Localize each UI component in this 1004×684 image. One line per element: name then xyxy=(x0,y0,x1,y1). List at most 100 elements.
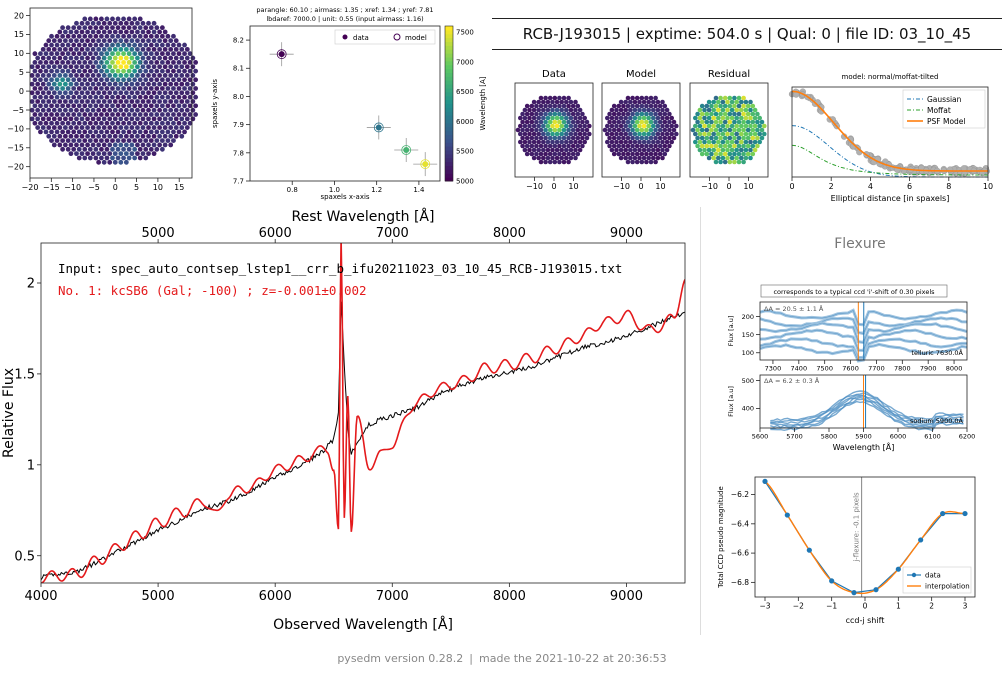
psf-spaxel xyxy=(570,143,576,149)
spaxel xyxy=(71,138,77,144)
spaxel xyxy=(107,73,113,78)
spaxel xyxy=(137,25,143,31)
spaxel xyxy=(193,60,199,65)
psf-spaxel xyxy=(734,155,739,161)
psf-spaxel xyxy=(616,127,622,133)
psf-spaxel xyxy=(706,115,712,121)
psf-spaxel xyxy=(739,123,744,129)
ifu-axes xyxy=(29,7,193,179)
psf-spaxel xyxy=(531,139,537,145)
psf-spaxel xyxy=(550,139,555,145)
psf-spaxel xyxy=(736,127,742,133)
psf-spaxel xyxy=(732,135,737,141)
ifu-y-tick-label: 10 xyxy=(14,49,24,58)
psf-spaxel xyxy=(552,103,558,109)
spaxel xyxy=(99,155,104,161)
spaxel xyxy=(62,38,68,44)
spaxel xyxy=(182,68,187,74)
spaxel xyxy=(171,68,176,74)
spaxel xyxy=(32,112,38,117)
spaxel xyxy=(140,142,146,148)
spaxel xyxy=(159,120,165,126)
spaxel xyxy=(110,16,115,22)
spaxel xyxy=(171,138,176,144)
spaxel xyxy=(74,81,79,87)
psf-spaxel xyxy=(545,115,551,121)
spaxel xyxy=(60,86,66,91)
psf-spaxel xyxy=(625,95,631,101)
spaxel xyxy=(99,112,104,117)
spaxel xyxy=(43,42,49,48)
psf-spaxel xyxy=(632,147,638,153)
spaxel xyxy=(187,68,193,74)
spectrum-top-x-tick-label: 6000 xyxy=(259,226,292,241)
psf-spaxel xyxy=(709,135,714,141)
psf-spaxel xyxy=(695,127,700,133)
spaxel xyxy=(187,51,193,57)
spaxel xyxy=(96,125,102,130)
adr-legend xyxy=(334,29,436,45)
spaxel xyxy=(57,81,63,87)
spaxel xyxy=(79,125,85,130)
psf-spaxel xyxy=(662,127,668,133)
spaxel xyxy=(140,133,146,139)
spaxel xyxy=(57,125,63,130)
psf-spaxel xyxy=(522,139,528,145)
spaxel xyxy=(171,112,176,117)
psf-spaxel xyxy=(745,111,751,117)
psf-profile-legend-label: PSF Model xyxy=(927,117,966,126)
spaxel xyxy=(110,25,115,31)
spectrum-y-tick-label: 1 xyxy=(27,458,35,473)
psf-spaxel xyxy=(725,99,730,105)
psf-spaxel xyxy=(651,131,656,137)
psf-spaxel xyxy=(536,155,541,161)
spaxel xyxy=(82,60,88,65)
spaxel xyxy=(82,16,88,22)
spaxel xyxy=(90,73,96,78)
spaxel xyxy=(99,86,104,91)
psf-spaxel xyxy=(568,123,574,129)
spaxel xyxy=(38,60,43,65)
spaxel xyxy=(140,151,146,157)
spaxel xyxy=(62,90,68,96)
spaxel xyxy=(140,46,146,52)
psf-spaxel xyxy=(648,135,654,141)
psf-panel-title: Residual xyxy=(708,69,750,80)
spaxel xyxy=(68,73,74,78)
psf-spaxel xyxy=(527,147,532,153)
psf-spaxel xyxy=(648,111,654,117)
spaxel xyxy=(171,86,176,91)
psf-spaxel xyxy=(644,103,649,109)
spaxel xyxy=(151,125,157,130)
spaxel xyxy=(65,77,71,83)
psf-spaxel xyxy=(734,123,739,129)
psf-spaxel xyxy=(618,131,624,137)
spaxel xyxy=(157,107,163,113)
spaxel xyxy=(182,51,187,57)
spaxel xyxy=(71,68,77,74)
psf-spaxel xyxy=(722,111,728,117)
spaxel xyxy=(62,142,68,148)
spaxel xyxy=(112,151,118,157)
psf-spaxel xyxy=(748,107,753,113)
spaxel xyxy=(99,42,104,48)
spaxel xyxy=(157,73,163,78)
psf-spaxel xyxy=(695,119,700,125)
spaxel xyxy=(101,90,107,96)
psf-x-tick-label: 0 xyxy=(726,182,731,191)
spaxel xyxy=(110,60,115,65)
psf-spaxel xyxy=(651,99,656,105)
sodium-x-tick-label: 6000 xyxy=(890,433,907,441)
psf-spaxel xyxy=(646,99,651,105)
spaxel xyxy=(193,86,199,91)
spaxel xyxy=(135,116,140,122)
psf-spaxel xyxy=(559,155,564,161)
spaxel xyxy=(168,107,174,113)
sodium-x-tick-label: 5700 xyxy=(786,433,803,441)
spaxel xyxy=(99,120,104,126)
spaxel xyxy=(121,16,126,22)
telluric-x-tick-label: 7600 xyxy=(842,365,859,373)
spaxel xyxy=(74,142,79,148)
spaxel xyxy=(112,107,118,113)
spaxel xyxy=(65,103,71,109)
